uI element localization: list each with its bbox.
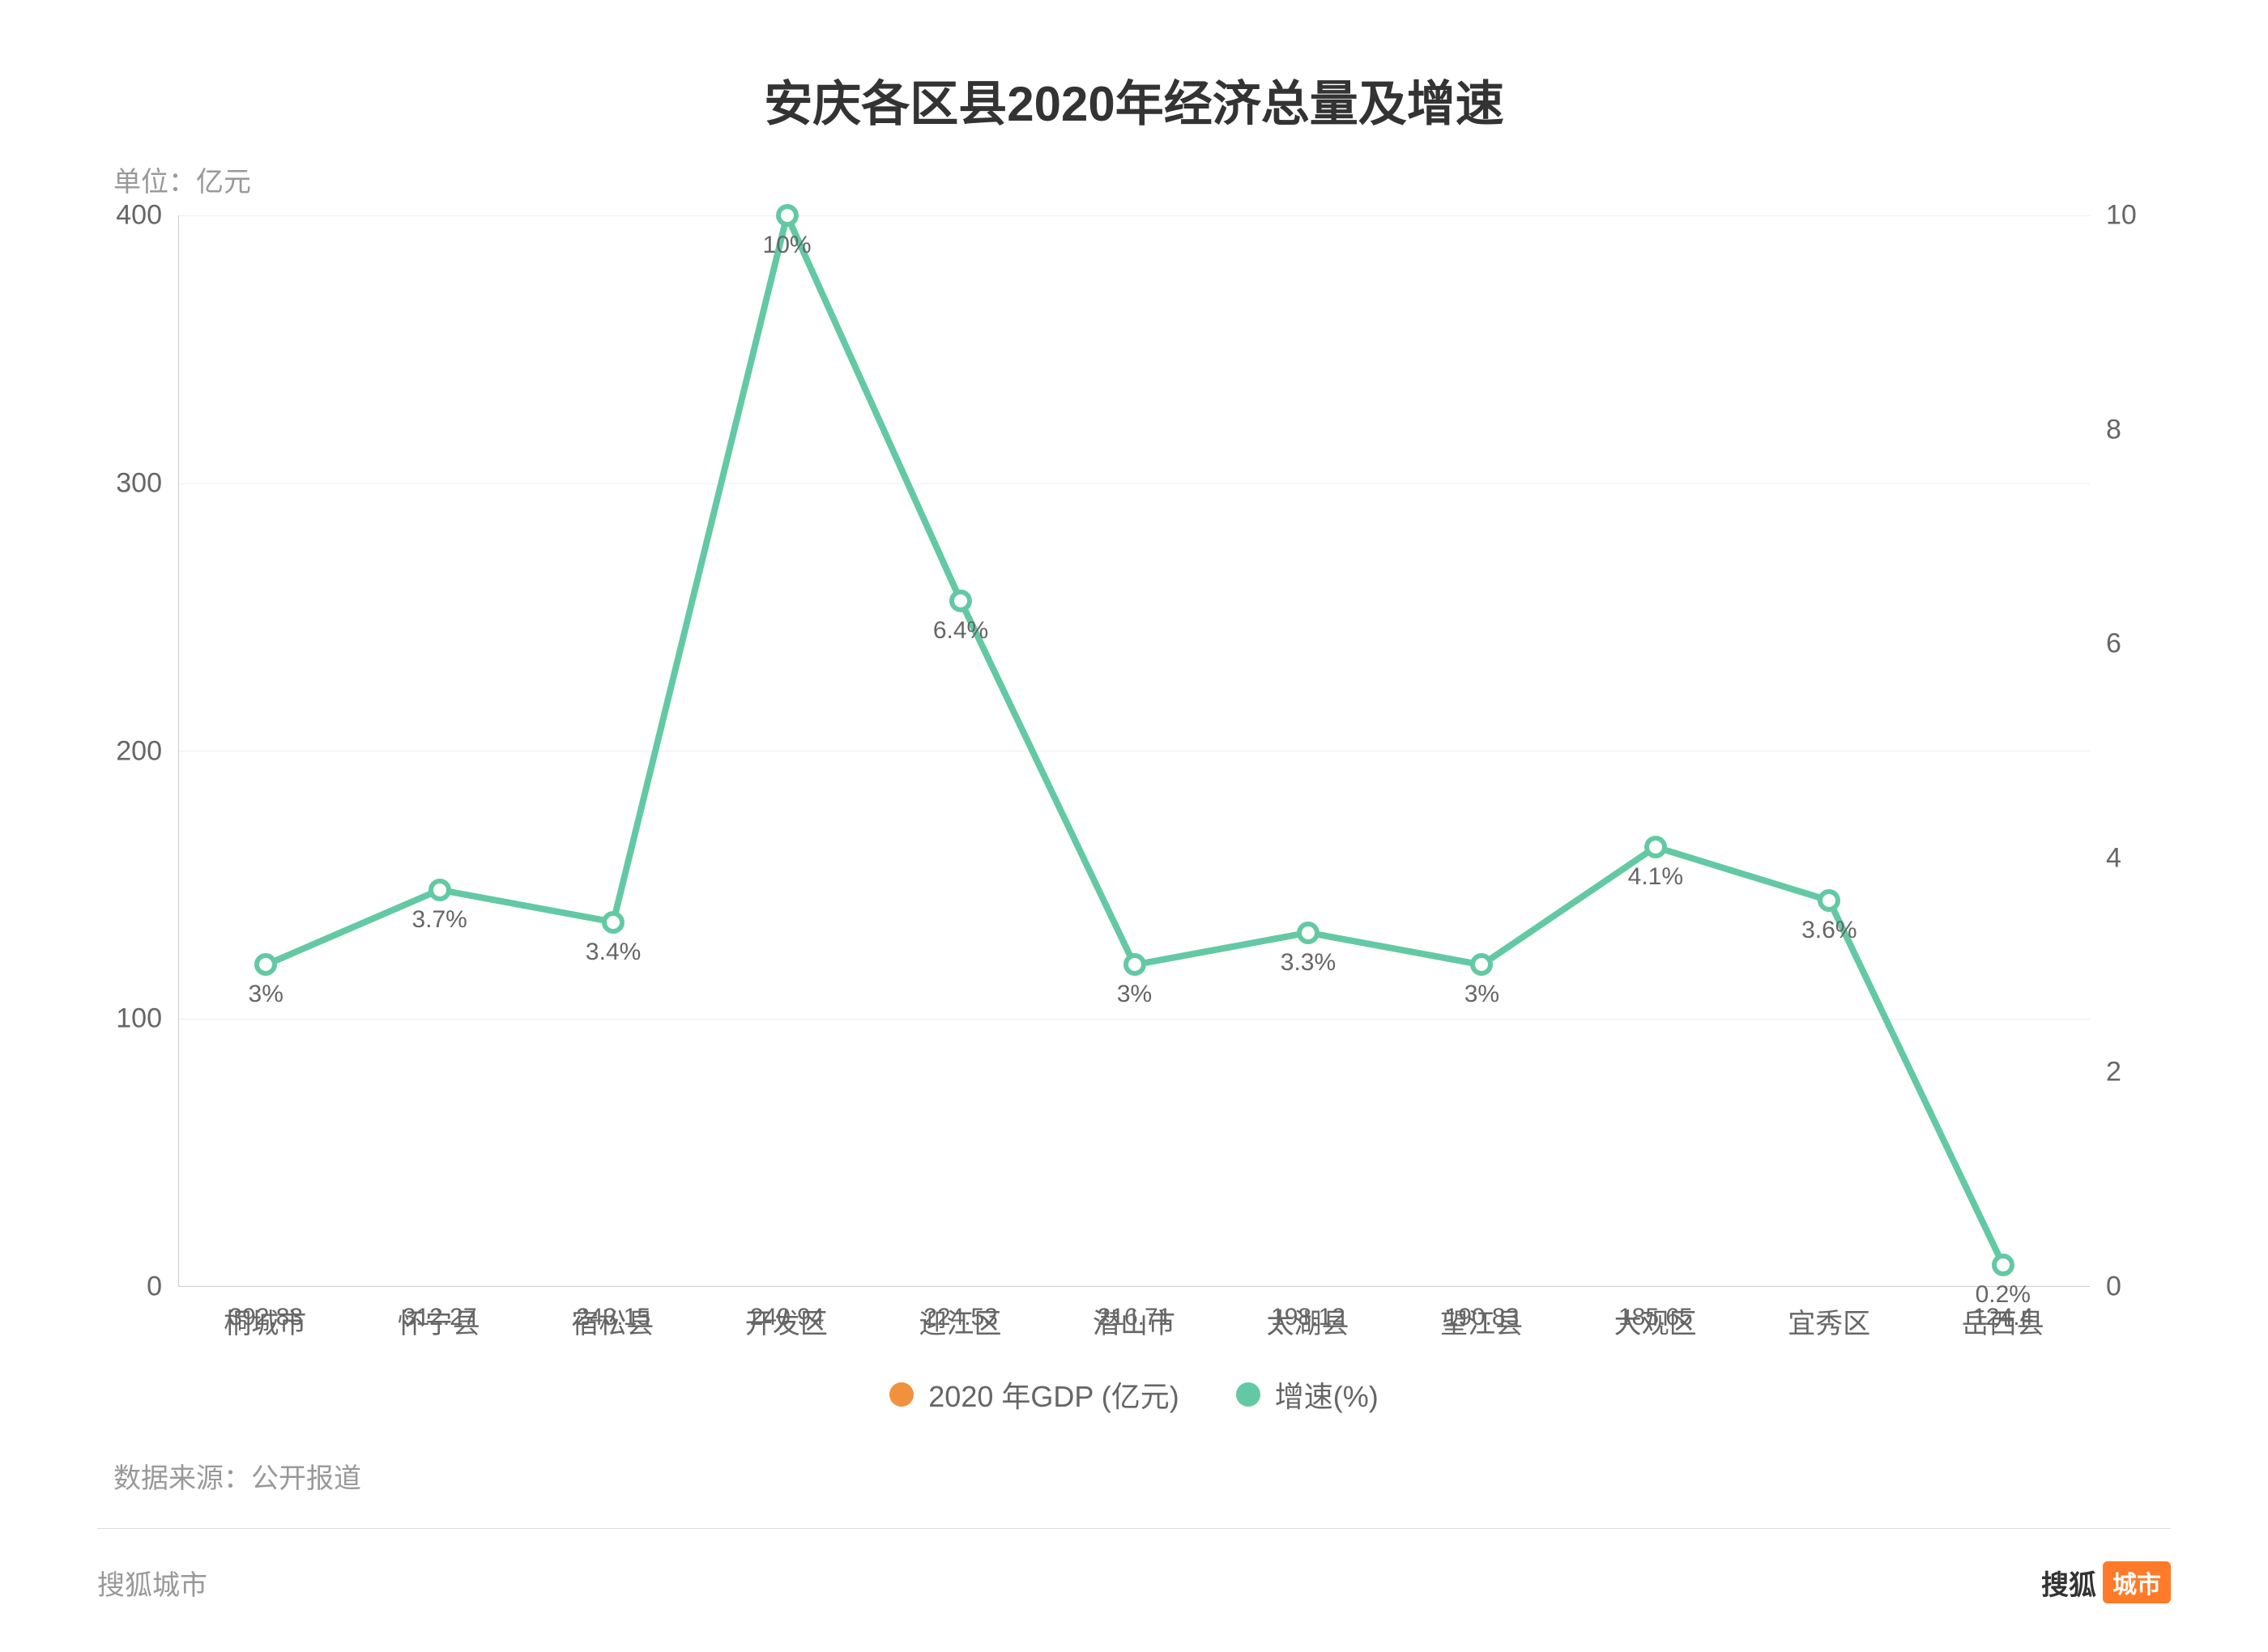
y-right-tick: 0 [2106,1271,2121,1303]
y-axis-left: 0100200300400 [97,215,178,1287]
bar-swatch-icon [889,1382,914,1407]
chart-title: 安庆各区县2020年经济总量及增速 [97,65,2171,135]
y-axis-right: 0246810 [2090,215,2171,1287]
plot-area: 392.83312.27243.15240.94224.53216.71198.… [178,215,2090,1287]
legend: 2020 年GDP (亿元) 增速(%) [97,1373,2171,1416]
bar-value-label: 124.4 [1972,1304,2033,1331]
bar-value-label: 190.83 [1445,1304,1520,1331]
x-tick: 宜秀区 [1742,1287,1916,1341]
bar-value-label: 224.53 [923,1304,998,1331]
y-left-tick: 300 [116,467,162,499]
legend-bar-label: 2020 年GDP (亿元) [928,1373,1179,1416]
line-swatch-icon [1236,1382,1260,1407]
bar-value-label: 243.15 [576,1304,650,1331]
bar-value-label: 240.94 [750,1304,825,1331]
y-left-tick: 200 [116,735,162,767]
legend-item-line: 增速(%) [1236,1373,1379,1416]
y-right-tick: 2 [2106,1057,2121,1088]
bar-value-label: 216.71 [1098,1304,1172,1331]
y-right-tick: 8 [2106,414,2121,445]
unit-label: 单位：亿元 [97,160,2171,199]
chart-container: 0100200300400 392.83312.27243.15240.9422… [97,215,2171,1416]
bar-value-label: 198.12 [1271,1304,1345,1331]
logo-text: 搜狐 [2041,1563,2096,1603]
logo-badge: 城市 [2103,1561,2171,1603]
bar-value-label: 392.83 [228,1304,303,1331]
legend-item-bar: 2020 年GDP (亿元) [889,1373,1179,1416]
y-right-tick: 10 [2106,200,2137,232]
y-left-tick: 100 [116,1003,162,1035]
footer-brand: 搜狐城市 [97,1563,207,1603]
footer-logo: 搜狐 城市 [2041,1561,2171,1603]
bar-value-label: 312.27 [403,1304,477,1331]
y-right-tick: 6 [2106,628,2121,660]
y-left-tick: 0 [147,1271,162,1303]
bar-value-label: 185.65 [1618,1304,1693,1331]
data-source-label: 数据来源：公开报道 [97,1456,2171,1496]
y-right-tick: 4 [2106,842,2121,874]
bars-layer: 392.83312.27243.15240.94224.53216.71198.… [179,215,2090,1286]
footer: 搜狐城市 搜狐 城市 [97,1528,2171,1603]
y-left-tick: 400 [116,200,162,232]
legend-line-label: 增速(%) [1275,1373,1379,1416]
